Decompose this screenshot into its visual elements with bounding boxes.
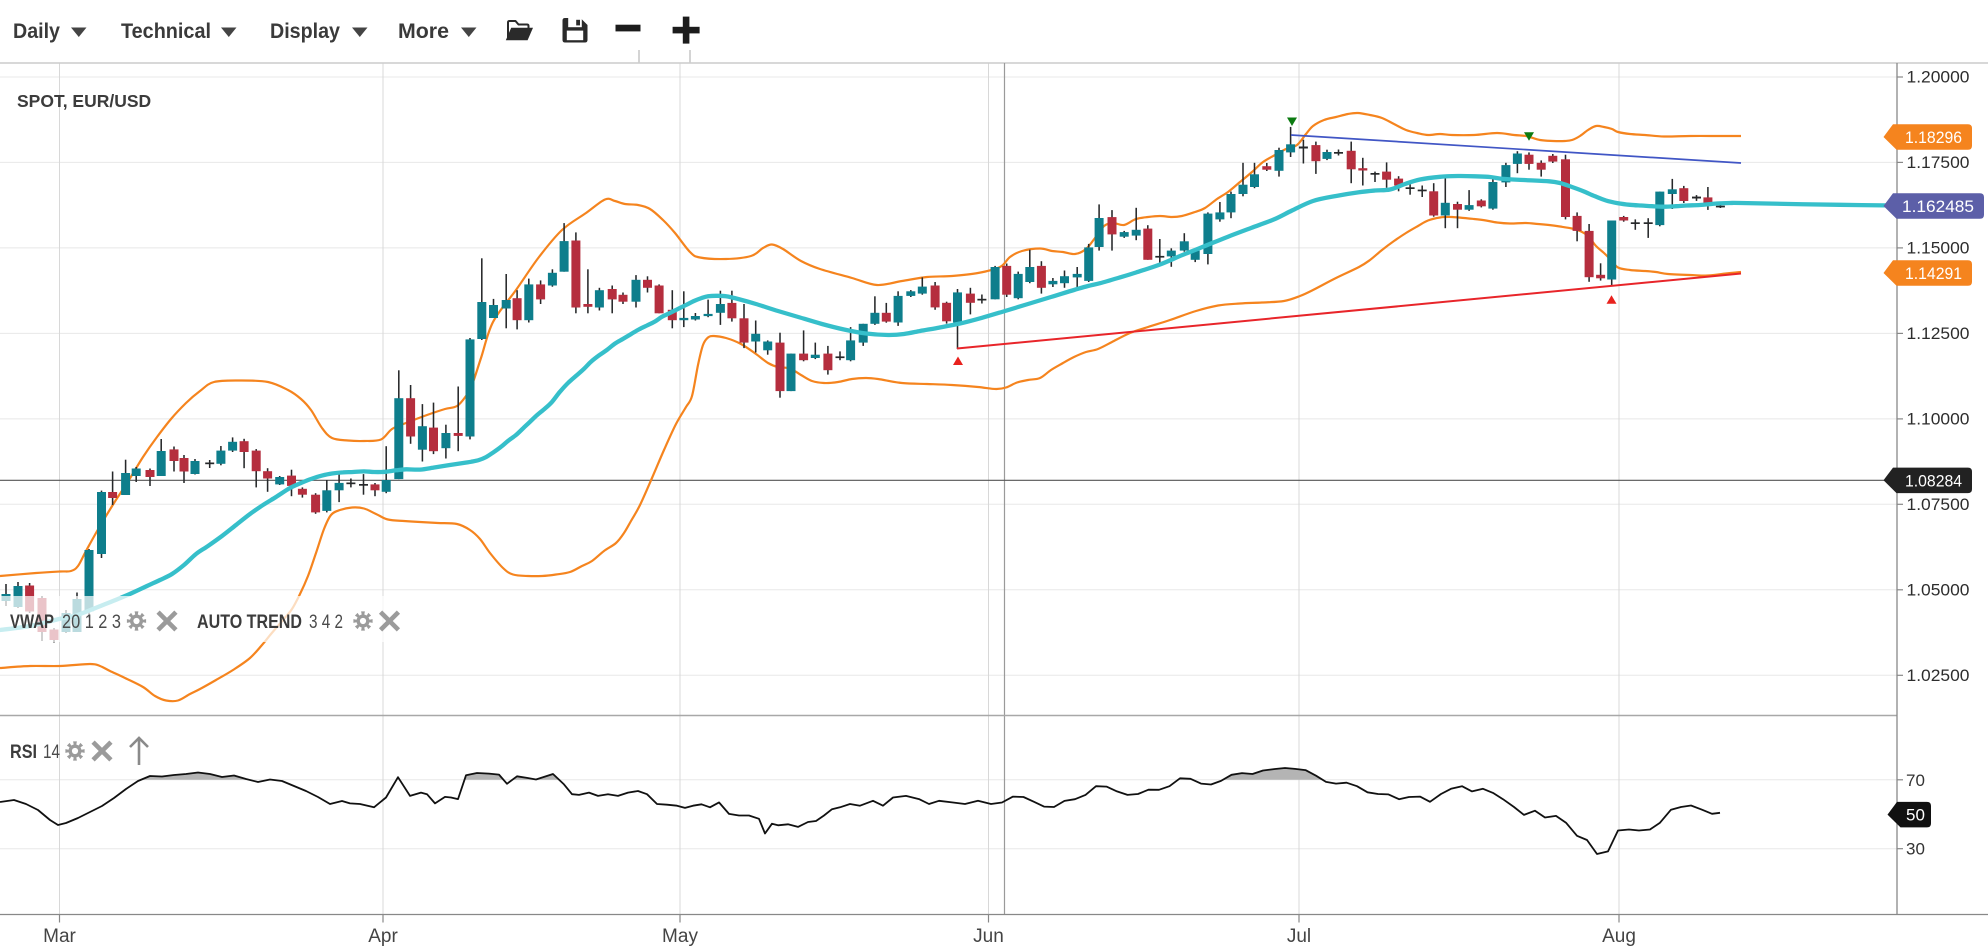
svg-text:1.17500: 1.17500 [1907,153,1970,172]
svg-text:Apr: Apr [368,926,398,947]
svg-text:1.14291: 1.14291 [1905,264,1962,283]
svg-text:70: 70 [1906,771,1925,790]
svg-text:Display: Display [270,20,340,43]
svg-text:3 4 2: 3 4 2 [309,612,343,633]
svg-text:RSI: RSI [10,742,37,763]
svg-text:1.10000: 1.10000 [1907,409,1970,428]
svg-text:1.20000: 1.20000 [1907,68,1970,87]
svg-text:Jun: Jun [973,926,1004,947]
svg-text:50: 50 [1906,806,1925,825]
svg-text:1.02500: 1.02500 [1907,666,1970,685]
svg-text:Mar: Mar [43,926,76,947]
svg-text:AUTO TREND: AUTO TREND [197,612,302,633]
svg-text:1.15000: 1.15000 [1907,238,1970,257]
svg-text:20 1 2 3: 20 1 2 3 [62,612,121,633]
svg-text:1.12500: 1.12500 [1907,324,1970,343]
svg-text:1.07500: 1.07500 [1907,495,1970,514]
svg-text:1.18296: 1.18296 [1905,128,1962,147]
svg-text:May: May [662,926,698,947]
svg-text:SPOT, EUR/USD: SPOT, EUR/USD [17,91,151,111]
svg-text:Daily: Daily [13,20,60,43]
svg-text:1.05000: 1.05000 [1907,580,1970,599]
svg-text:Technical: Technical [121,20,211,43]
svg-text:30: 30 [1906,840,1925,859]
svg-text:More: More [398,20,449,43]
svg-text:Jul: Jul [1287,926,1311,947]
svg-text:1.162485: 1.162485 [1902,197,1974,216]
svg-text:Aug: Aug [1602,926,1636,947]
svg-text:1.08284: 1.08284 [1905,471,1962,490]
svg-text:VWAP: VWAP [10,612,54,633]
svg-text:14: 14 [43,742,60,763]
